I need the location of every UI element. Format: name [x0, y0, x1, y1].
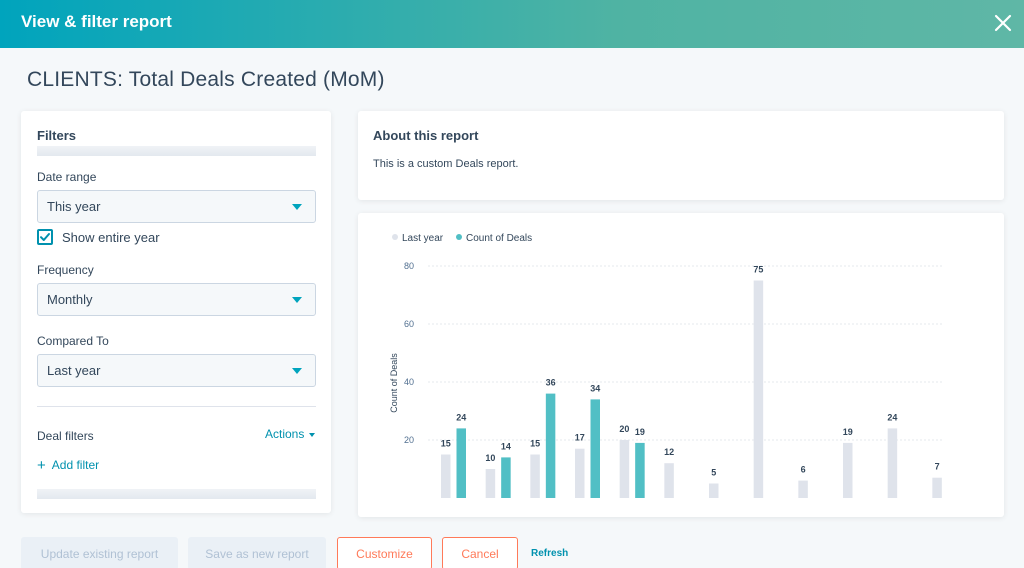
add-filter-link[interactable]: + Add filter — [37, 457, 99, 474]
bar-value-label: 24 — [887, 412, 897, 422]
bar-count-of-deals — [456, 428, 466, 498]
bar-count-of-deals — [501, 457, 511, 498]
bar-last-year — [485, 469, 496, 498]
filters-footer-shade — [37, 489, 316, 499]
legend-label: Count of Deals — [466, 233, 532, 244]
add-filter-label: Add filter — [51, 458, 100, 472]
bar-value-label: 17 — [575, 433, 585, 443]
bar-chart: Last year Count of Deals 20 40 60 80 Count of … — [389, 233, 944, 498]
actions-label: Actions — [265, 427, 305, 441]
about-title: About this report — [373, 128, 479, 143]
bar-value-label: 5 — [711, 468, 716, 478]
close-button[interactable] — [988, 8, 1018, 38]
legend-swatch — [392, 234, 398, 240]
plus-icon: + — [37, 457, 46, 474]
modal-header: View & filter report — [0, 0, 1024, 48]
bar-value-label: 34 — [590, 383, 600, 393]
save-as-new-report-button[interactable]: Save as new report — [188, 537, 326, 568]
about-report-panel: About this report This is a custom Deals… — [358, 111, 1004, 200]
chevron-down-icon — [292, 204, 302, 210]
customize-button[interactable]: Customize — [337, 537, 432, 568]
bar-value-label: 20 — [619, 424, 629, 434]
cancel-button[interactable]: Cancel — [442, 537, 518, 568]
bar-value-label: 36 — [546, 378, 556, 388]
close-icon — [994, 14, 1012, 32]
bar-value-label: 12 — [664, 447, 674, 457]
chart-panel: Last year Count of Deals 20 40 60 80 Count of … — [358, 213, 1004, 517]
bar-value-label: 6 — [801, 465, 806, 475]
y-tick-label: 80 — [404, 261, 414, 271]
bar-last-year — [753, 280, 764, 498]
frequency-label: Frequency — [37, 263, 94, 277]
bar-last-year — [441, 454, 451, 498]
modal-title: View & filter report — [21, 12, 172, 31]
bar-value-label: 15 — [530, 439, 540, 449]
date-range-label: Date range — [37, 170, 97, 184]
filters-header-divider — [37, 146, 316, 156]
show-entire-year-checkbox[interactable] — [37, 229, 53, 245]
bar-count-of-deals — [635, 442, 645, 498]
deal-filters-label: Deal filters — [37, 429, 94, 443]
bar-last-year — [843, 442, 853, 498]
filters-heading: Filters — [37, 128, 77, 143]
compared-to-value: Last year — [47, 363, 101, 378]
y-axis-label: Count of Deals — [389, 353, 399, 413]
chevron-down-icon — [292, 368, 302, 374]
checkmark-icon — [40, 233, 50, 241]
bar-value-label: 75 — [753, 265, 763, 275]
actions-dropdown[interactable]: Actions — [265, 427, 316, 441]
bar-value-label: 7 — [935, 462, 940, 472]
legend-label: Last year — [402, 233, 444, 244]
caret-down-icon — [309, 432, 316, 437]
bar-value-label: 24 — [456, 412, 466, 422]
bar-last-year — [932, 477, 942, 498]
compared-to-select[interactable]: Last year — [37, 354, 316, 387]
bar-value-label: 14 — [501, 441, 511, 451]
section-divider — [37, 406, 316, 407]
bar-last-year — [887, 428, 898, 498]
bar-value-label: 19 — [843, 427, 853, 437]
bar-last-year — [575, 448, 585, 498]
y-tick-label: 40 — [404, 377, 414, 387]
frequency-select[interactable]: Monthly — [37, 283, 316, 316]
report-title: CLIENTS: Total Deals Created (MoM) — [27, 68, 385, 91]
filters-panel: Filters Date range This year Show entire… — [21, 111, 331, 513]
date-range-value: This year — [47, 199, 101, 214]
y-tick-label: 60 — [404, 319, 414, 329]
legend-swatch — [456, 234, 462, 240]
bar-count-of-deals — [545, 393, 556, 498]
bar-count-of-deals — [590, 399, 600, 498]
bar-last-year — [664, 463, 674, 498]
date-range-select[interactable]: This year — [37, 190, 316, 223]
bar-last-year — [709, 483, 719, 498]
chevron-down-icon — [292, 297, 302, 303]
compared-to-label: Compared To — [37, 334, 109, 348]
bar-last-year — [798, 480, 808, 498]
refresh-link[interactable]: Refresh — [531, 548, 569, 559]
y-tick-label: 20 — [404, 435, 414, 445]
update-existing-report-button[interactable]: Update existing report — [21, 537, 178, 568]
bar-value-label: 19 — [635, 427, 645, 437]
bar-last-year — [619, 440, 630, 498]
show-entire-year-label: Show entire year — [62, 230, 160, 245]
bar-last-year — [530, 454, 540, 498]
about-text: This is a custom Deals report. — [373, 158, 519, 170]
bar-value-label: 10 — [485, 453, 495, 463]
frequency-value: Monthly — [47, 292, 93, 307]
bar-value-label: 15 — [441, 439, 451, 449]
